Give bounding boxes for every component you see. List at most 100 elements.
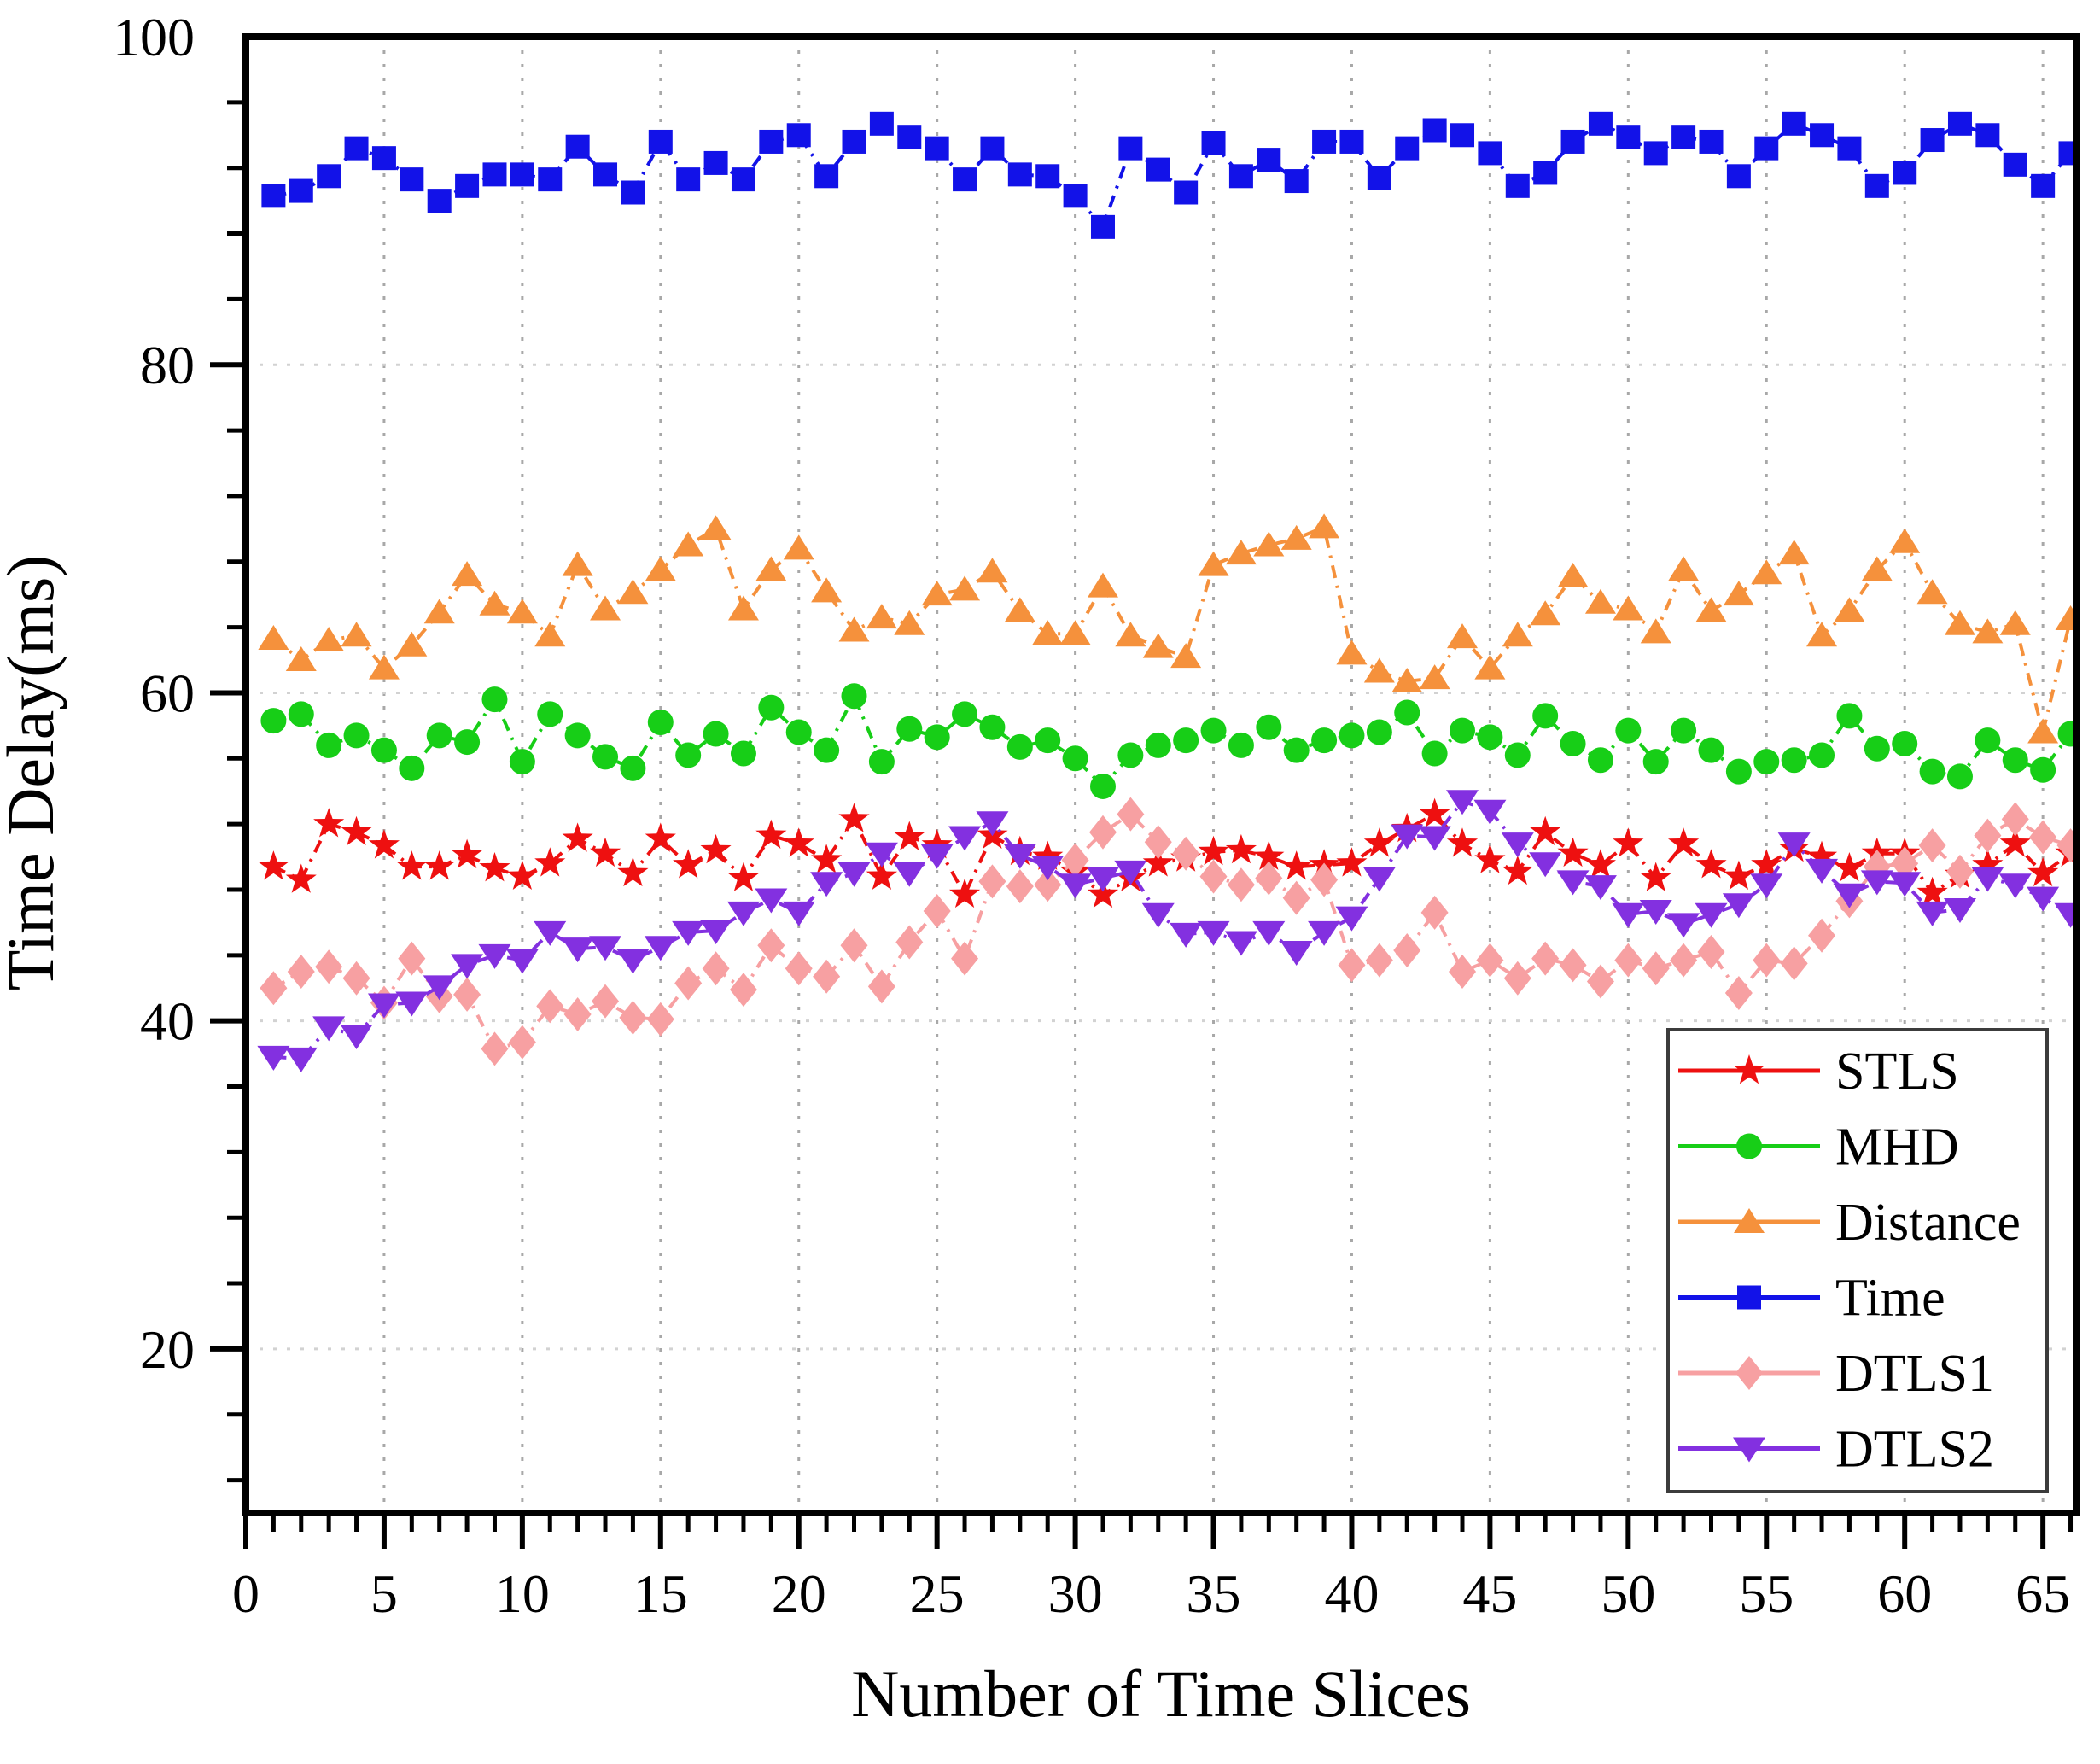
marker-star <box>1280 850 1312 880</box>
marker-square <box>510 162 534 187</box>
marker-triangle-down <box>865 842 898 867</box>
marker-triangle-up <box>285 646 317 672</box>
marker-triangle-up <box>1363 657 1395 683</box>
marker-square <box>1588 111 1613 136</box>
marker-circle <box>1200 717 1227 744</box>
marker-square <box>1367 166 1391 190</box>
marker-triangle-up <box>645 556 676 581</box>
marker-triangle-up <box>1004 597 1035 622</box>
marker-triangle-up <box>534 622 566 647</box>
marker-triangle-up <box>1032 620 1064 645</box>
marker-star <box>727 862 759 891</box>
marker-star <box>562 822 593 852</box>
marker-triangle-down <box>1114 860 1147 885</box>
marker-square <box>1035 164 1060 189</box>
marker-square <box>842 129 866 154</box>
marker-square <box>1007 162 1032 187</box>
marker-triangle-up <box>423 599 455 624</box>
marker-circle <box>1836 703 1863 729</box>
marker-triangle-up <box>452 561 483 587</box>
legend-item-STLS: STLS <box>1678 1043 1959 1101</box>
marker-triangle-down <box>755 888 788 914</box>
marker-triangle-down <box>1916 901 1949 926</box>
marker-triangle-up <box>755 556 787 581</box>
marker-square <box>1174 180 1199 205</box>
marker-square <box>317 164 341 189</box>
marker-square <box>1201 131 1226 155</box>
marker-star <box>1253 840 1285 870</box>
marker-square <box>1737 1285 1761 1310</box>
marker-triangle-up <box>894 610 925 635</box>
marker-triangle-up <box>1723 581 1754 606</box>
marker-diamond <box>785 951 813 986</box>
marker-square <box>925 136 949 161</box>
marker-triangle-up <box>1734 1208 1765 1233</box>
marker-circle <box>1311 727 1338 754</box>
marker-star <box>396 850 428 880</box>
marker-diamond <box>481 1031 509 1066</box>
marker-star <box>645 822 676 852</box>
marker-diamond <box>895 925 924 960</box>
marker-diamond <box>1780 946 1808 981</box>
marker-square <box>1284 169 1309 194</box>
marker-triangle-up <box>562 551 593 576</box>
marker-square <box>1339 129 1364 154</box>
marker-circle <box>1477 724 1503 751</box>
marker-circle <box>426 722 452 749</box>
marker-star <box>1502 855 1533 885</box>
marker-star <box>590 837 621 867</box>
marker-triangle-up <box>1280 524 1312 550</box>
marker-triangle-down <box>1224 931 1257 956</box>
marker-circle <box>1089 773 1116 799</box>
marker-square <box>1671 125 1696 149</box>
marker-circle <box>1450 717 1476 744</box>
marker-star <box>452 838 483 868</box>
marker-triangle-up <box>1668 556 1700 581</box>
marker-triangle-up <box>1253 531 1285 557</box>
y-tick-label: 40 <box>140 991 195 1052</box>
series-DTLS2 <box>257 790 2076 1072</box>
marker-triangle-down <box>534 920 567 946</box>
y-tick-label: 60 <box>140 663 195 723</box>
marker-star <box>1733 1054 1765 1084</box>
marker-diamond <box>1144 825 1172 860</box>
marker-circle <box>868 749 895 775</box>
marker-triangle-down <box>1197 920 1230 946</box>
marker-square <box>1395 136 1420 161</box>
marker-star <box>1751 849 1782 879</box>
marker-star <box>1225 833 1257 864</box>
series-Distance <box>258 513 2076 744</box>
x-tick-label: 10 <box>495 1563 550 1624</box>
marker-triangle-up <box>1391 667 1423 692</box>
x-tick-label: 20 <box>772 1563 826 1624</box>
marker-triangle-down <box>284 1047 318 1072</box>
marker-triangle-down <box>1998 873 2032 899</box>
marker-diamond <box>1034 867 1062 902</box>
legend-item-DTLS2: DTLS2 <box>1678 1421 1994 1479</box>
x-tick-label: 65 <box>2015 1563 2070 1624</box>
marker-triangle-down <box>810 872 843 897</box>
marker-square <box>759 129 784 154</box>
marker-diamond <box>287 955 315 990</box>
marker-star <box>1834 852 1865 882</box>
marker-square <box>1228 164 1253 189</box>
marker-circle <box>1781 747 1807 774</box>
marker-triangle-up <box>673 531 704 557</box>
x-tick-label: 40 <box>1324 1563 1379 1624</box>
marker-triangle-down <box>1750 873 1783 899</box>
marker-square <box>1893 161 1917 185</box>
marker-diamond <box>1088 815 1117 850</box>
legend-item-MHD: MHD <box>1678 1119 1959 1177</box>
legend-label: Distance <box>1835 1194 2021 1252</box>
marker-triangle-up <box>1115 622 1146 647</box>
marker-circle <box>758 694 785 721</box>
marker-circle <box>1145 732 1171 758</box>
marker-diamond <box>867 969 895 1004</box>
marker-star <box>423 850 455 880</box>
marker-diamond <box>674 966 703 1001</box>
marker-circle <box>1698 737 1724 763</box>
marker-triangle-up <box>1944 610 1975 635</box>
marker-circle <box>370 737 397 763</box>
marker-star <box>866 860 897 890</box>
